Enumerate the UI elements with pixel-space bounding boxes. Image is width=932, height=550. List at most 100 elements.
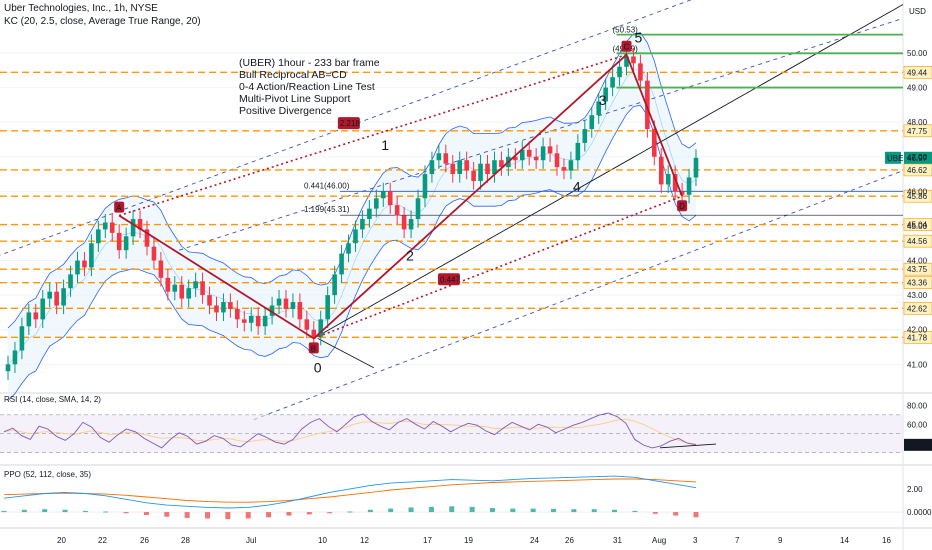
level-tag (903, 276, 932, 289)
ppo-tick-label: 0.0000 (907, 508, 932, 517)
candle-body (33, 312, 39, 320)
candle-body (179, 284, 185, 299)
level-label: 45.86 (907, 192, 928, 201)
candle-body (499, 160, 504, 168)
candle-body (603, 87, 608, 102)
candle-body (526, 149, 532, 157)
candle-body (624, 56, 629, 67)
time-tick-label: 20 (57, 536, 66, 545)
wave-label: 5 (635, 30, 643, 46)
candle-body (519, 149, 525, 161)
level-label: 42.62 (907, 304, 928, 313)
pattern-point-label: A (116, 204, 122, 213)
time-tick-label: 9 (778, 536, 783, 545)
rsi-line (3, 412, 697, 449)
candle-body (401, 215, 407, 230)
candle-body (228, 302, 233, 309)
bd-ratio-line (313, 195, 683, 340)
candle-body (533, 156, 539, 161)
analysis-notes: (UBER) 1hour - 233 bar frame Bull Recipr… (239, 57, 380, 117)
level-label: 45.04 (907, 221, 928, 230)
candle-body (214, 305, 219, 313)
time-tick-label: 31 (613, 536, 622, 545)
candle-body (12, 350, 18, 365)
ppo-histogram-bar (408, 507, 414, 513)
ppo-histogram-bar (469, 506, 475, 513)
time-tick-label: 26 (565, 536, 574, 545)
level-tag (903, 331, 932, 344)
candle-body (686, 177, 692, 195)
rsi-tick-label: 80.00 (907, 401, 928, 410)
abcd-legs (118, 53, 683, 340)
note-line: Multi-Pivot Line Support (239, 93, 351, 105)
ppo-histogram-bar (591, 509, 597, 513)
wave-label: 0 (314, 359, 322, 375)
candle-body (5, 364, 11, 372)
level-tag (903, 163, 932, 177)
candle-body (311, 329, 317, 337)
level-label: 49.44 (907, 68, 928, 77)
candle-body (492, 160, 497, 175)
ppo-histogram-bar (245, 512, 251, 519)
ratio-label: 2.218 (340, 119, 361, 128)
candle-body (450, 163, 456, 175)
ppo-histogram-bar (184, 512, 190, 518)
median-line (317, 337, 374, 369)
candle-body (137, 219, 143, 230)
pattern-point-label: B (311, 344, 316, 353)
note-line: (UBER) 1hour - 233 bar frame (239, 57, 380, 69)
pitchfork-channel: 0.441(46.00) 1.199(45.31) (0, 0, 904, 421)
candle-body (262, 315, 268, 327)
candle-body (617, 66, 622, 78)
ppo-histogram-bar (347, 511, 353, 513)
pattern-point-marker (308, 342, 319, 354)
candle-body (513, 156, 518, 161)
candle-body (297, 302, 303, 320)
time-tick-label: 10 (318, 536, 327, 545)
note-line: Positive Divergence (239, 105, 332, 117)
ppo-histogram-bar (42, 509, 48, 513)
time-axis: 20 22 26 28 Jul 10 12 17 19 24 26 31 Aug 3 7 9 14 16 (57, 536, 891, 545)
candle-body (75, 260, 80, 275)
ppo-histogram-bar (306, 512, 312, 515)
candle-body (248, 315, 254, 323)
time-tick-label: 16 (882, 536, 891, 545)
price-tick-label: 44.00 (907, 257, 928, 266)
ppo-histogram-bar (103, 511, 109, 513)
candle-body (200, 281, 205, 296)
rsi-last-tag (904, 438, 932, 451)
ppo-histogram-bar (164, 512, 170, 517)
candle-body (102, 222, 108, 230)
last-price-tag (904, 151, 932, 164)
level-tag (903, 189, 932, 203)
price-tick-label: 45.00 (907, 222, 928, 231)
time-tick-label: 7 (735, 536, 740, 545)
candle-body (346, 243, 351, 254)
pattern-point-marker (114, 201, 125, 213)
time-tick-label: 3 (693, 536, 698, 545)
candle-body (464, 160, 469, 171)
rsi-tick-label: 60.00 (907, 420, 928, 429)
candle-body (422, 174, 428, 199)
candle-body (610, 77, 615, 88)
wave-label: 1 (381, 137, 389, 153)
candle-body (269, 305, 275, 316)
ppo-histogram-bar (143, 512, 149, 515)
rsi-last-label: 38.20 (907, 441, 928, 450)
candle-body (40, 298, 46, 320)
ratio-tag (437, 273, 460, 286)
candle-body (353, 229, 358, 244)
time-tick-label: 17 (423, 536, 432, 545)
channel-line (179, 17, 904, 251)
candle-body (436, 153, 442, 161)
divergence-line (659, 443, 717, 449)
price-tick-label: 43.00 (907, 291, 928, 300)
candle-body (144, 229, 150, 247)
time-tick-label: Jul (246, 536, 256, 545)
candle-body (415, 198, 421, 220)
time-tick-label: 12 (360, 536, 369, 545)
candle-body (394, 205, 400, 216)
ac-ratio-line (118, 53, 627, 217)
price-tick-label: 42.00 (907, 326, 928, 335)
